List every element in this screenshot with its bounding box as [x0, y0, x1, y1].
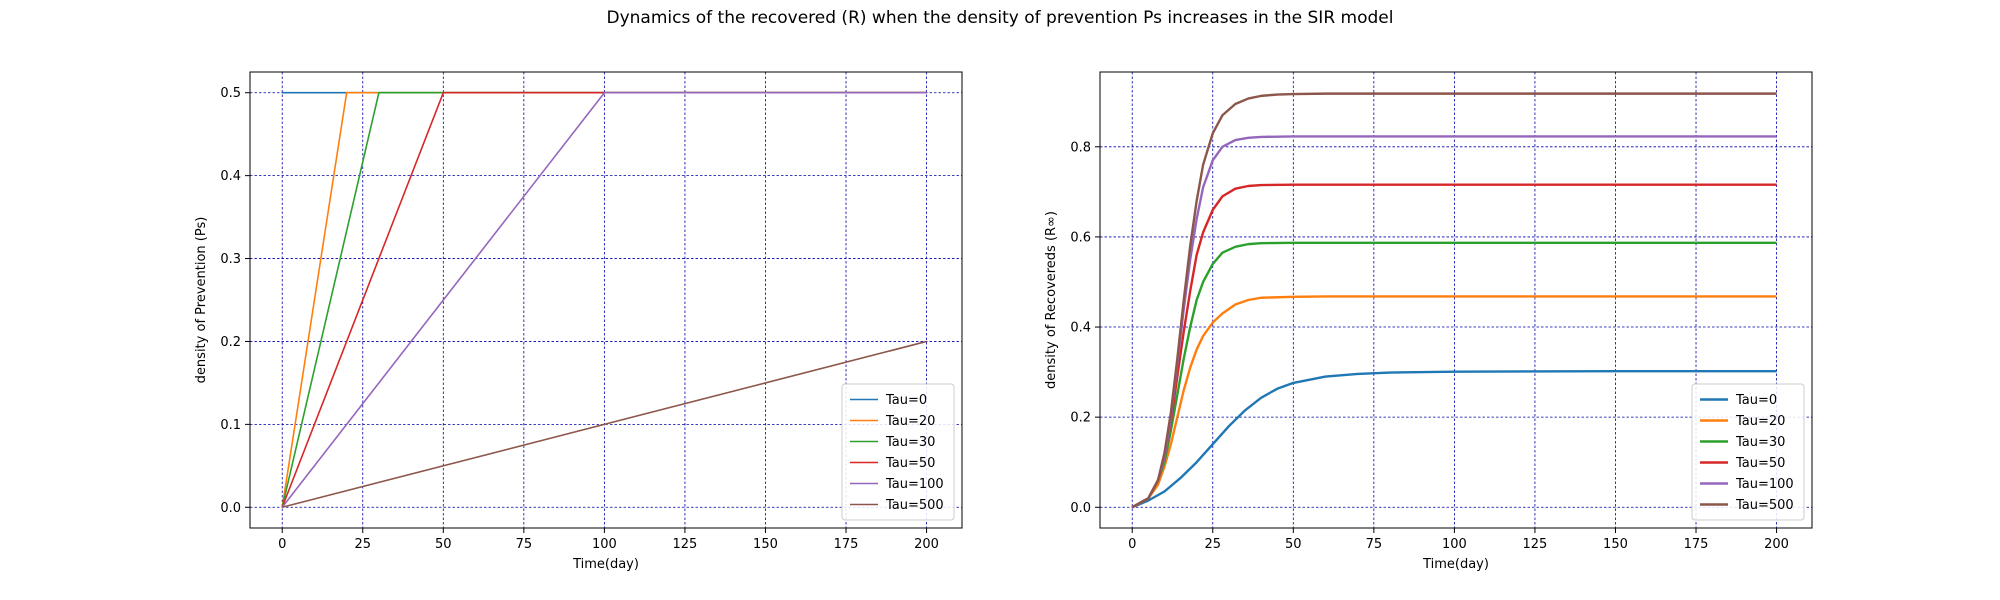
series-line-tau-0	[1131, 369, 1777, 509]
x-tick-label: 50	[435, 537, 452, 552]
chart-2: 0 25 50 75 100 125 150 175 200 0.0 0.2 0.4 0.6 0.8 Tim…	[1044, 71, 1813, 572]
x-tick-label: 75	[516, 537, 533, 552]
legend: Tau=0 Tau=20 Tau=30 Tau=50 Tau=100 Tau=500	[1691, 383, 1805, 521]
x-tick-label: 200	[914, 537, 939, 552]
x-tick-label: 100	[592, 537, 617, 552]
y-tick-label: 0.2	[1070, 411, 1091, 426]
plot-frame	[1099, 71, 1813, 529]
series-line-tau-50	[1131, 183, 1777, 509]
legend-label: Tau=30	[1735, 435, 1785, 450]
figure-title: Dynamics of the recovered (R) when the d…	[606, 8, 1394, 28]
chart-1: 0 25 50 75 100 125 150 175 200 0.0 0.1 0.2 0.3 0.4 0.5…	[194, 71, 963, 572]
plot-frame	[249, 71, 963, 529]
y-tick-label: 0.4	[1070, 321, 1091, 336]
legend-label: Tau=100	[885, 477, 944, 492]
legend-label: Tau=20	[885, 414, 935, 429]
y-tick-label: 0.3	[220, 252, 241, 267]
x-tick-label: 100	[1442, 537, 1467, 552]
y-axis-label: density of Prevention (Ps)	[194, 217, 209, 384]
x-tick-label: 0	[1128, 537, 1136, 552]
x-tick-label: 175	[1684, 537, 1709, 552]
y-axis-label: density of Recovereds (R∞)	[1044, 211, 1059, 389]
y-tick-label: 0.4	[220, 169, 241, 184]
series-line-tau-500	[282, 340, 927, 509]
x-tick-label: 200	[1764, 537, 1789, 552]
x-tick-label: 150	[753, 537, 778, 552]
series-line-tau-500	[1131, 92, 1777, 509]
x-tick-label: 0	[278, 537, 286, 552]
series-line-tau-100	[281, 91, 927, 508]
legend-label: Tau=0	[1735, 393, 1777, 408]
y-tick-label: 0.0	[220, 501, 241, 516]
legend-label: Tau=50	[1735, 456, 1785, 471]
legend: Tau=0 Tau=20 Tau=30 Tau=50 Tau=100 Tau=500	[841, 383, 955, 521]
x-axis-label: Time(day)	[1422, 557, 1489, 572]
x-tick-label: 125	[1523, 537, 1548, 552]
x-tick-label: 125	[673, 537, 698, 552]
y-tick-label: 0.0	[1070, 501, 1091, 516]
legend-label: Tau=500	[1735, 498, 1794, 513]
x-tick-label: 50	[1285, 537, 1302, 552]
x-tick-label: 150	[1603, 537, 1628, 552]
y-tick-label: 0.6	[1070, 230, 1091, 245]
legend-label: Tau=0	[885, 393, 927, 408]
y-tick-label: 0.1	[220, 418, 241, 433]
legend-box	[841, 383, 955, 521]
legend-box	[1691, 383, 1805, 521]
y-tick-label: 0.5	[220, 86, 241, 101]
legend-label: Tau=30	[885, 435, 935, 450]
x-tick-label: 25	[354, 537, 371, 552]
x-tick-label: 175	[834, 537, 859, 552]
legend-label: Tau=500	[885, 498, 944, 513]
series-line-tau-30	[1131, 241, 1777, 509]
legend-label: Tau=20	[1735, 414, 1785, 429]
x-axis-label: Time(day)	[572, 557, 639, 572]
series-line-tau-20	[1131, 295, 1777, 509]
y-tick-label: 0.2	[220, 335, 241, 350]
x-tick-label: 75	[1366, 537, 1383, 552]
legend-label: Tau=100	[1735, 477, 1794, 492]
legend-label: Tau=50	[885, 456, 935, 471]
y-tick-label: 0.8	[1070, 140, 1091, 155]
x-tick-label: 25	[1204, 537, 1221, 552]
